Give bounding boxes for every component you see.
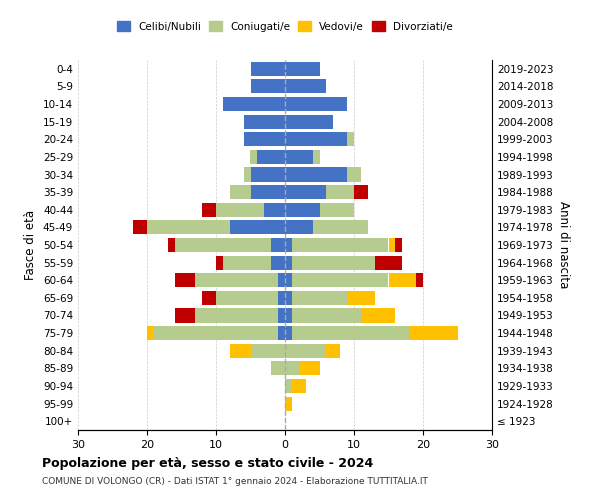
Bar <box>230 220 285 234</box>
Bar <box>285 185 326 199</box>
Bar <box>416 273 423 287</box>
Bar <box>313 150 320 164</box>
Bar <box>285 308 292 322</box>
Bar <box>354 185 368 199</box>
Bar <box>389 238 395 252</box>
Bar <box>175 238 271 252</box>
Bar <box>285 220 313 234</box>
Bar <box>285 132 347 146</box>
Bar <box>147 220 230 234</box>
Bar <box>244 132 285 146</box>
Bar <box>244 114 285 128</box>
Bar <box>374 256 402 270</box>
Bar <box>175 308 196 322</box>
Bar <box>292 291 347 305</box>
Bar <box>257 150 285 164</box>
Bar <box>223 256 271 270</box>
Bar <box>285 238 292 252</box>
Bar <box>292 256 374 270</box>
Bar <box>230 185 251 199</box>
Bar <box>347 132 354 146</box>
Text: Popolazione per età, sesso e stato civile - 2024: Popolazione per età, sesso e stato civil… <box>42 458 373 470</box>
Bar <box>292 308 361 322</box>
Bar <box>278 273 285 287</box>
Bar <box>168 238 175 252</box>
Bar <box>251 185 285 199</box>
Bar <box>285 114 334 128</box>
Bar <box>285 256 292 270</box>
Bar <box>326 344 340 358</box>
Bar <box>216 256 223 270</box>
Bar <box>285 62 320 76</box>
Bar <box>196 308 278 322</box>
Bar <box>278 308 285 322</box>
Bar <box>361 308 395 322</box>
Bar <box>265 202 285 217</box>
Bar <box>285 396 292 410</box>
Bar <box>292 379 306 393</box>
Bar <box>251 168 285 181</box>
Bar <box>230 344 251 358</box>
Bar <box>285 202 320 217</box>
Bar <box>285 150 313 164</box>
Bar <box>154 326 278 340</box>
Bar <box>285 97 347 111</box>
Bar <box>389 273 416 287</box>
Bar <box>285 80 326 94</box>
Bar <box>202 202 216 217</box>
Bar <box>244 168 251 181</box>
Y-axis label: Anni di nascita: Anni di nascita <box>557 202 570 288</box>
Bar <box>278 326 285 340</box>
Bar <box>271 362 285 376</box>
Bar <box>347 291 374 305</box>
Bar <box>285 326 292 340</box>
Legend: Celibi/Nubili, Coniugati/e, Vedovi/e, Divorziati/e: Celibi/Nubili, Coniugati/e, Vedovi/e, Di… <box>113 17 457 36</box>
Bar <box>271 238 285 252</box>
Bar <box>326 185 354 199</box>
Bar <box>271 256 285 270</box>
Bar <box>409 326 458 340</box>
Bar <box>196 273 278 287</box>
Bar <box>292 238 389 252</box>
Bar <box>223 97 285 111</box>
Bar <box>251 62 285 76</box>
Bar <box>285 379 292 393</box>
Bar <box>202 291 216 305</box>
Bar <box>216 202 265 217</box>
Bar <box>292 326 409 340</box>
Bar <box>251 150 257 164</box>
Bar <box>285 168 347 181</box>
Bar <box>251 344 285 358</box>
Bar <box>285 362 299 376</box>
Bar <box>216 291 278 305</box>
Bar <box>347 168 361 181</box>
Y-axis label: Fasce di età: Fasce di età <box>25 210 37 280</box>
Bar <box>320 202 354 217</box>
Bar <box>313 220 368 234</box>
Text: COMUNE DI VOLONGO (CR) - Dati ISTAT 1° gennaio 2024 - Elaborazione TUTTITALIA.IT: COMUNE DI VOLONGO (CR) - Dati ISTAT 1° g… <box>42 478 428 486</box>
Bar <box>285 344 326 358</box>
Bar <box>278 291 285 305</box>
Bar <box>299 362 320 376</box>
Bar <box>175 273 196 287</box>
Bar <box>251 80 285 94</box>
Bar <box>133 220 147 234</box>
Bar <box>147 326 154 340</box>
Bar <box>395 238 402 252</box>
Bar <box>285 291 292 305</box>
Bar <box>285 273 292 287</box>
Bar <box>292 273 389 287</box>
